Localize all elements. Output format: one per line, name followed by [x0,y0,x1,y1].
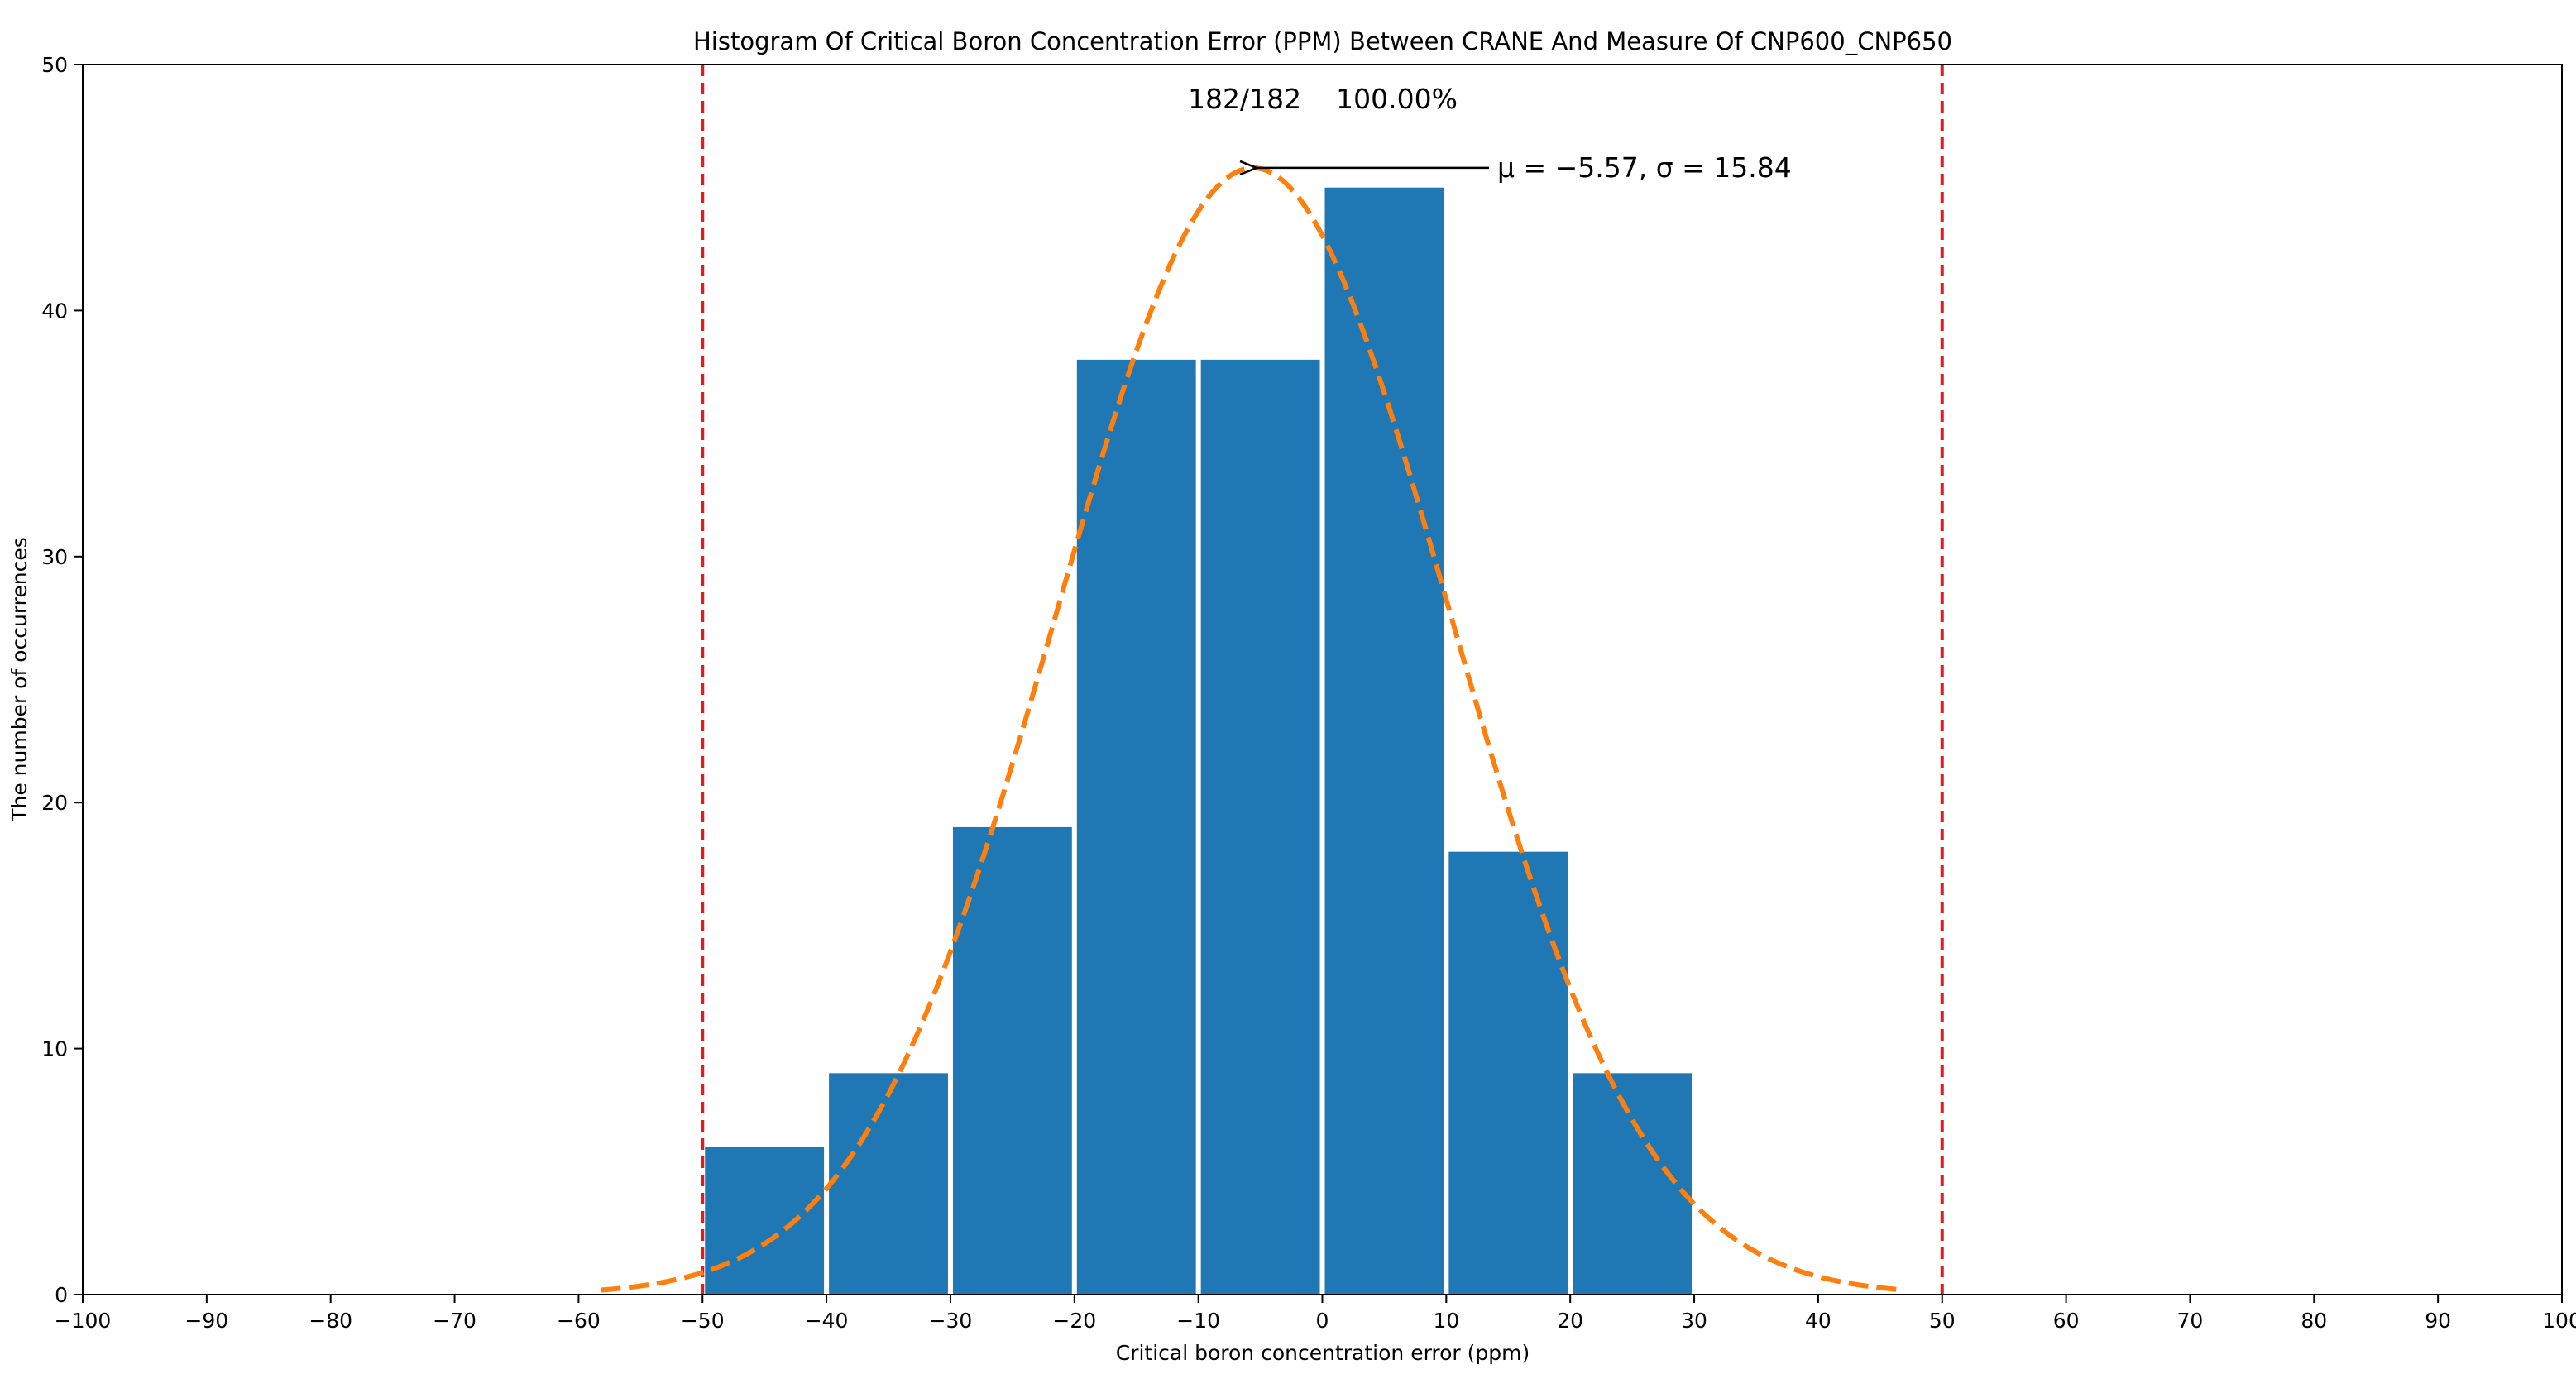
histogram-bar-0 [705,1147,825,1295]
x-tick-label-12: 20 [1557,1309,1583,1333]
histogram-bar-7 [1573,1073,1693,1295]
y-axis-label: The number of occurrences [7,537,31,822]
x-tick-label-19: 90 [2425,1309,2451,1333]
limit-lines-group [701,65,1944,1295]
histogram-bar-5 [1324,187,1444,1295]
x-tick-label-0: −100 [55,1309,112,1333]
x-tick-label-1: −90 [184,1309,228,1333]
x-tick-label-17: 70 [2177,1309,2204,1333]
y-tick-label-2: 20 [41,791,68,815]
x-tick-label-4: −60 [557,1309,601,1333]
x-tick-label-7: −30 [929,1309,973,1333]
x-tick-label-16: 60 [2053,1309,2080,1333]
y-tick-label-5: 50 [41,53,68,77]
x-tick-label-13: 30 [1681,1309,1707,1333]
x-tick-label-11: 10 [1433,1309,1459,1333]
y-tick-label-3: 30 [41,545,68,569]
x-tick-label-15: 50 [1929,1309,1956,1333]
y-axis-ticks: 0 10 20 30 40 50 [41,53,83,1307]
y-tick-label-4: 40 [41,299,68,323]
histogram-bar-2 [952,826,1072,1295]
x-tick-label-2: −80 [309,1309,352,1333]
x-tick-label-10: 0 [1316,1309,1329,1333]
x-axis-ticks: −100 −90 −80 −70 −60 −50 −40 −30 −20 −10 0 10 20 30 40… [55,1295,2576,1333]
x-axis-label: Critical boron concentration error (ppm) [1116,1341,1530,1365]
x-tick-label-14: 40 [1805,1309,1831,1333]
summary-annotation: 182/182 100.00% [1188,83,1458,115]
normal-fit-curve [601,165,1902,1293]
x-tick-label-18: 80 [2301,1309,2327,1333]
x-tick-label-20: 100 [2542,1309,2576,1333]
y-tick-label-1: 10 [41,1037,68,1061]
x-tick-label-6: −40 [805,1309,849,1333]
x-tick-label-8: −20 [1052,1309,1096,1333]
histogram-bar-3 [1076,359,1196,1295]
histogram-bar-1 [829,1073,948,1295]
x-tick-label-3: −70 [433,1309,476,1333]
chart-title: Histogram Of Critical Boron Concentratio… [693,27,1952,55]
histogram-bar-4 [1200,359,1320,1295]
bars-group [705,187,1693,1295]
y-tick-label-0: 0 [55,1283,68,1307]
histogram-bar-6 [1448,851,1568,1295]
fit-annotation-label: μ = −5.57, σ = 15.84 [1497,151,1792,184]
x-tick-label-5: −50 [681,1309,725,1333]
plot-frame [82,64,2563,1295]
x-tick-label-9: −10 [1176,1309,1220,1333]
